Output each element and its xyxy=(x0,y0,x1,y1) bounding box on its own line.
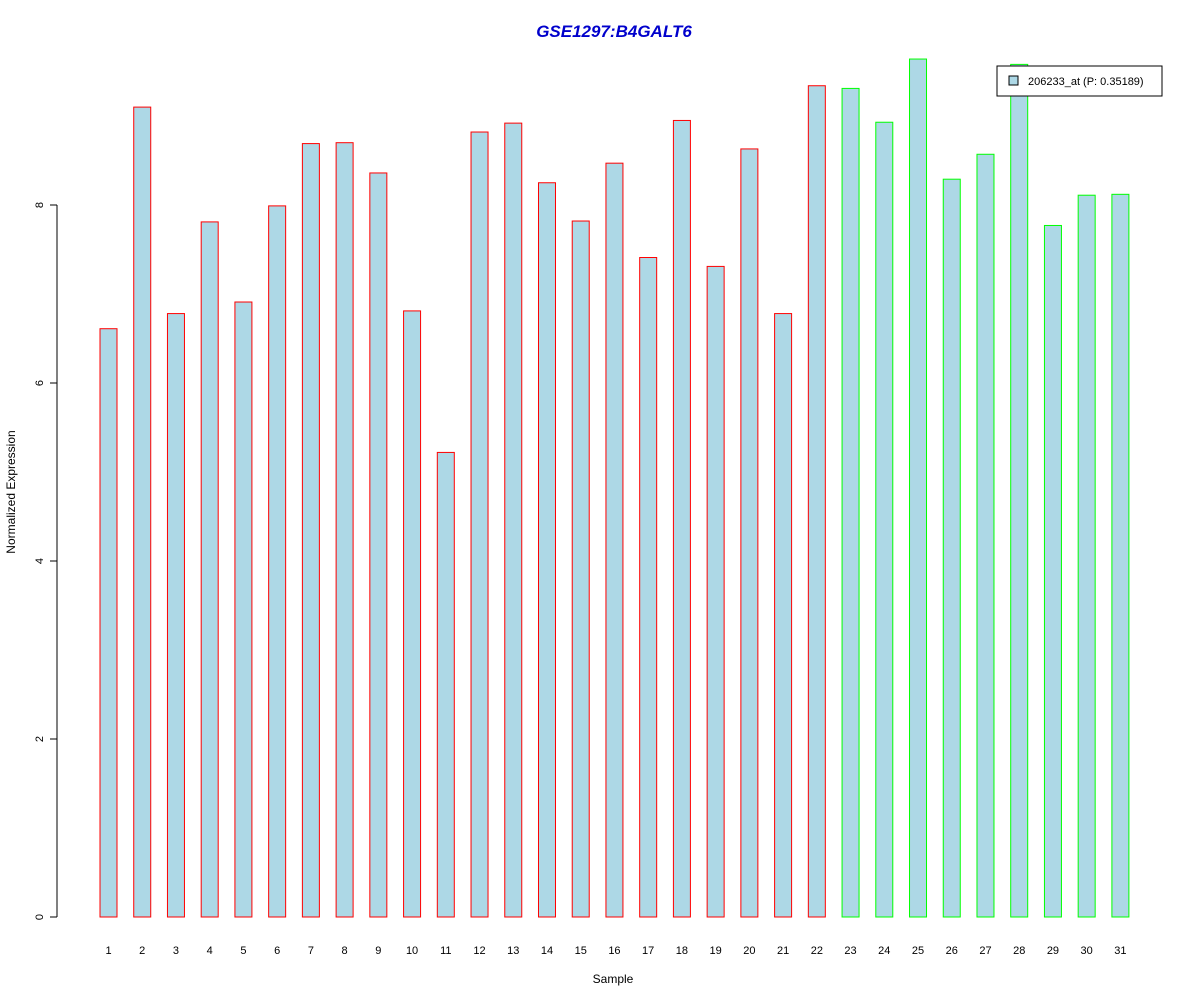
x-tick-label: 12 xyxy=(473,945,485,957)
bar-sample-9 xyxy=(369,172,388,918)
x-tick-label: 10 xyxy=(406,945,418,957)
bar-sample-6 xyxy=(268,205,287,918)
bar-sample-29 xyxy=(1043,224,1062,918)
y-tick-label: 6 xyxy=(34,380,46,386)
x-tick-label: 25 xyxy=(912,945,924,957)
bar-sample-23 xyxy=(841,87,860,918)
x-tick-label: 19 xyxy=(710,945,722,957)
x-tick-label: 1 xyxy=(105,945,111,957)
bar-sample-31 xyxy=(1111,193,1130,918)
y-axis-label: Normalized Expression xyxy=(4,430,18,553)
bar-sample-1 xyxy=(99,328,118,918)
bar-sample-21 xyxy=(774,313,793,918)
x-tick-label: 9 xyxy=(375,945,381,957)
bar-sample-22 xyxy=(807,85,826,918)
x-tick-label: 6 xyxy=(274,945,280,957)
bar-sample-17 xyxy=(639,257,658,918)
x-tick-label: 20 xyxy=(743,945,755,957)
bar-sample-18 xyxy=(672,119,691,918)
bar-sample-16 xyxy=(605,162,624,918)
x-tick-label: 30 xyxy=(1081,945,1093,957)
legend-label: 206233_at (P: 0.35189) xyxy=(1028,76,1144,88)
bar-sample-4 xyxy=(200,221,219,918)
x-tick-label: 31 xyxy=(1114,945,1126,957)
bar-sample-13 xyxy=(504,122,523,918)
x-tick-label: 16 xyxy=(608,945,620,957)
bar-sample-10 xyxy=(403,310,422,918)
bar-sample-27 xyxy=(976,153,995,918)
x-tick-label: 24 xyxy=(878,945,890,957)
bar-sample-25 xyxy=(909,58,928,918)
x-tick-label: 3 xyxy=(173,945,179,957)
bar-sample-7 xyxy=(301,143,320,918)
x-axis-label: Sample xyxy=(593,972,634,986)
y-tick-label: 2 xyxy=(34,736,46,742)
bar-sample-14 xyxy=(537,182,556,918)
x-tick-label: 13 xyxy=(507,945,519,957)
x-tick-label: 28 xyxy=(1013,945,1025,957)
bars-group xyxy=(99,58,1130,918)
x-tick-label: 15 xyxy=(575,945,587,957)
x-tick-label: 14 xyxy=(541,945,553,957)
bar-sample-15 xyxy=(571,220,590,918)
bar-sample-20 xyxy=(740,148,759,918)
x-tick-label: 23 xyxy=(844,945,856,957)
legend-swatch xyxy=(1008,75,1019,86)
bar-sample-24 xyxy=(875,121,894,918)
x-tick-label: 18 xyxy=(676,945,688,957)
x-tick-label: 26 xyxy=(946,945,958,957)
bar-sample-11 xyxy=(436,451,455,918)
chart-title: GSE1297:B4GALT6 xyxy=(536,22,692,41)
x-tick-label: 4 xyxy=(207,945,213,957)
x-tick-label: 8 xyxy=(342,945,348,957)
x-tick-label: 22 xyxy=(811,945,823,957)
bar-sample-5 xyxy=(234,301,253,918)
x-tick-label: 5 xyxy=(240,945,246,957)
x-tick-label: 21 xyxy=(777,945,789,957)
x-tick-label: 27 xyxy=(979,945,991,957)
x-tick-label: 11 xyxy=(440,945,451,957)
legend: 206233_at (P: 0.35189) xyxy=(996,65,1163,97)
x-tick-label: 7 xyxy=(308,945,314,957)
bar-sample-26 xyxy=(942,178,961,918)
x-tick-label: 29 xyxy=(1047,945,1059,957)
bar-sample-3 xyxy=(166,313,185,918)
x-tick-labels: 1 2 3 4 5 6 7 8 9 10 11 12 13 14 15 16 17 18 19 20 21 22 23 24 2… xyxy=(105,945,1126,957)
legend-box xyxy=(996,65,1163,97)
x-tick-label: 2 xyxy=(139,945,145,957)
bar-sample-8 xyxy=(335,142,354,918)
y-tick-label: 8 xyxy=(34,202,46,208)
y-tick-label: 4 xyxy=(34,558,46,564)
y-tick-label: 0 xyxy=(34,914,46,920)
bar-sample-12 xyxy=(470,131,489,918)
bar-sample-2 xyxy=(133,106,152,918)
bar-sample-28 xyxy=(1010,63,1029,918)
bar-sample-30 xyxy=(1077,194,1096,918)
bar-sample-19 xyxy=(706,265,725,918)
y-axis: 0 2 4 6 8 xyxy=(34,202,58,920)
x-tick-label: 17 xyxy=(642,945,654,957)
